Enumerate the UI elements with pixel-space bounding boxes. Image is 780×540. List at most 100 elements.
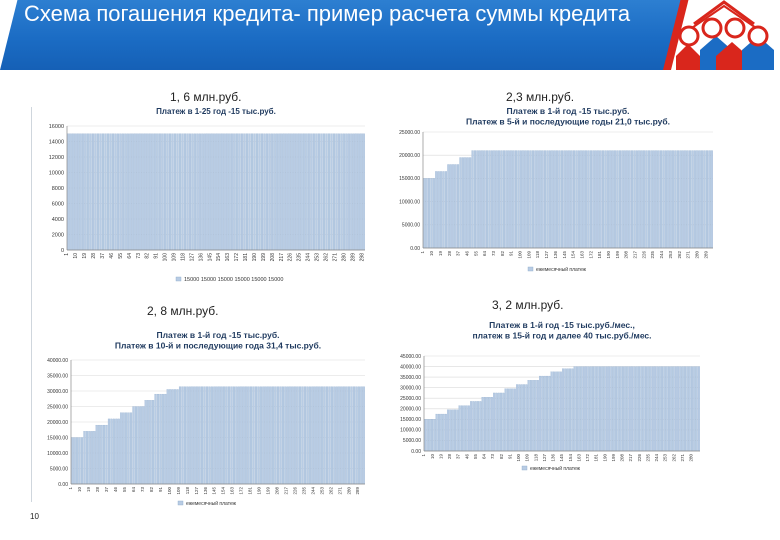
bar bbox=[517, 150, 520, 249]
x-tick-label: 73 bbox=[490, 454, 495, 460]
y-tick-label: 35000.00 bbox=[400, 375, 421, 381]
bar bbox=[109, 133, 112, 251]
x-tick-label: 82 bbox=[145, 253, 151, 259]
chart-3-2mln: Платеж в 1-й год -15 тыс.руб./мес., плате… bbox=[380, 320, 704, 475]
bar bbox=[125, 412, 128, 485]
bar bbox=[241, 133, 244, 251]
bar bbox=[260, 133, 264, 251]
bar bbox=[536, 380, 539, 452]
bar bbox=[510, 150, 513, 249]
y-tick-label: 8000 bbox=[52, 186, 64, 192]
x-tick-label: 28 bbox=[447, 251, 452, 257]
x-tick-label: 55 bbox=[118, 253, 124, 259]
x-tick-label: 190 bbox=[606, 251, 611, 259]
bar bbox=[330, 133, 333, 251]
x-tick-label: 217 bbox=[279, 253, 285, 262]
chart-title-line: платеж в 15-й год и далее 40 тыс.руб./ме… bbox=[472, 331, 651, 341]
bar bbox=[137, 406, 140, 485]
bar bbox=[440, 171, 443, 249]
bar bbox=[142, 406, 145, 485]
bar bbox=[355, 133, 358, 251]
bar bbox=[294, 386, 297, 485]
slide-divider bbox=[31, 107, 32, 502]
bar bbox=[178, 386, 182, 485]
chart-2-8mln: Платеж в 1-й год -15 тыс.руб. Платеж в 10… bbox=[33, 330, 369, 510]
bar bbox=[444, 413, 447, 452]
bar bbox=[459, 157, 462, 249]
chart2-caption: 2,3 млн.руб. bbox=[506, 90, 575, 104]
y-tick-label: 15000.00 bbox=[400, 417, 421, 423]
bar bbox=[647, 150, 651, 249]
bar bbox=[69, 133, 72, 251]
bar bbox=[478, 150, 481, 249]
bar bbox=[340, 133, 343, 251]
bar bbox=[201, 386, 204, 485]
bar bbox=[451, 409, 454, 452]
bar bbox=[483, 397, 486, 452]
x-tick-label: 199 bbox=[261, 253, 267, 262]
bar bbox=[248, 133, 251, 251]
bar bbox=[237, 386, 240, 485]
x-tick-label: 199 bbox=[611, 454, 616, 462]
bar bbox=[592, 150, 595, 249]
bar bbox=[168, 133, 172, 251]
x-tick-label: 271 bbox=[332, 253, 338, 262]
bar bbox=[213, 133, 216, 251]
bar bbox=[93, 431, 96, 485]
bar bbox=[575, 150, 578, 249]
bar bbox=[458, 405, 461, 452]
bar bbox=[114, 133, 117, 251]
y-tick-label: 40000.00 bbox=[47, 358, 68, 364]
x-tick-label: 127 bbox=[194, 487, 199, 495]
bar bbox=[268, 133, 271, 251]
bar bbox=[486, 397, 489, 452]
bar bbox=[638, 366, 641, 452]
bar bbox=[614, 150, 617, 249]
bar bbox=[679, 150, 682, 249]
bar bbox=[624, 366, 627, 452]
bar bbox=[218, 386, 221, 485]
bar bbox=[473, 150, 477, 249]
bar bbox=[500, 392, 503, 452]
bar bbox=[633, 366, 636, 452]
x-tick-label: 172 bbox=[234, 253, 240, 262]
bar bbox=[112, 418, 115, 485]
bar bbox=[213, 386, 216, 485]
bar bbox=[325, 133, 328, 251]
bar bbox=[635, 150, 638, 249]
bar bbox=[431, 419, 434, 452]
bar bbox=[643, 150, 646, 249]
x-tick-label: 235 bbox=[301, 487, 306, 495]
bar bbox=[106, 133, 110, 251]
bar bbox=[543, 375, 546, 452]
bar bbox=[164, 133, 167, 251]
bar bbox=[663, 366, 666, 452]
x-tick-label: 217 bbox=[283, 487, 288, 495]
x-tick-label: 100 bbox=[518, 251, 523, 259]
x-tick-label: 55 bbox=[122, 487, 127, 493]
bar bbox=[594, 366, 597, 452]
bar bbox=[467, 405, 470, 452]
bar bbox=[497, 392, 500, 452]
x-tick-label: 145 bbox=[207, 253, 213, 262]
bar bbox=[638, 150, 641, 249]
bar bbox=[550, 371, 553, 452]
bar bbox=[626, 366, 629, 452]
x-tick-label: 280 bbox=[689, 454, 694, 462]
bar bbox=[92, 133, 95, 251]
bar bbox=[665, 366, 668, 452]
bar bbox=[87, 133, 90, 251]
bar bbox=[684, 150, 687, 249]
bar bbox=[551, 150, 554, 249]
x-tick-label: 37 bbox=[100, 253, 106, 259]
bar bbox=[529, 150, 532, 249]
y-tick-label: 0.00 bbox=[411, 449, 421, 455]
x-tick-label: 91 bbox=[507, 454, 512, 460]
bar bbox=[594, 150, 597, 249]
bar bbox=[116, 133, 119, 251]
bar bbox=[313, 133, 316, 251]
chart3-caption: 2, 8 млн.руб. bbox=[147, 304, 219, 318]
bar bbox=[456, 164, 460, 249]
bar bbox=[303, 386, 307, 485]
bar bbox=[460, 405, 463, 452]
